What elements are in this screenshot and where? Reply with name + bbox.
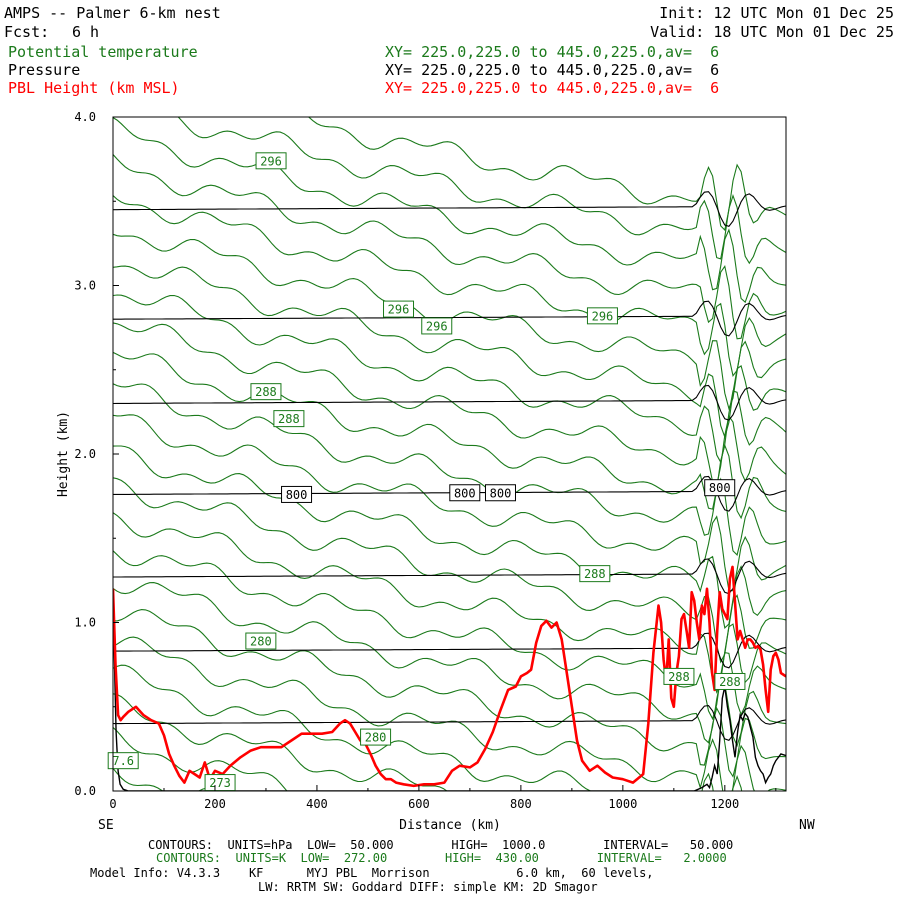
theta-contour-line xyxy=(113,117,786,304)
x-tick-label: 600 xyxy=(408,797,430,811)
x-tick-label: 400 xyxy=(306,797,328,811)
theta-contour-label: 288 xyxy=(255,385,277,399)
theta-contour-label: 296 xyxy=(388,303,410,317)
terrain-contours xyxy=(113,605,786,791)
pressure-contour-line xyxy=(113,632,786,669)
theta-contour-line xyxy=(113,445,786,629)
field-name-theta: Potential temperature xyxy=(8,43,198,61)
init-time: Init: 12 UTC Mon 01 Dec 25 xyxy=(659,4,894,22)
pressure-contour-label-box xyxy=(449,484,481,502)
y-tick-label: 3.0 xyxy=(74,279,96,293)
theta-contour-line xyxy=(113,265,786,439)
fcst-value: 6 h xyxy=(72,23,100,41)
theta-contour-label: 296 xyxy=(260,154,282,168)
footer-physics-info: LW: RRTM SW: Goddard DIFF: simple KM: 2D… xyxy=(258,880,598,894)
theta-contour-label-box xyxy=(107,752,139,770)
theta-contour-label: 273 xyxy=(209,776,231,790)
theta-contour-line xyxy=(113,322,786,487)
pressure-contour-line xyxy=(113,705,786,741)
theta-contour-line xyxy=(113,414,786,592)
theta-contour-label: 296 xyxy=(426,319,448,333)
theta-contour-label: 280 xyxy=(365,731,387,745)
x-tick-label: 0 xyxy=(109,797,116,811)
theta-contour-label: 288 xyxy=(668,670,690,684)
se-end-label: SE xyxy=(98,818,114,833)
theta-contour-label-box xyxy=(250,383,282,401)
x-tick-label: 200 xyxy=(204,797,226,811)
theta-contour-label-box xyxy=(383,300,415,318)
theta-contour-label: 288 xyxy=(719,675,741,689)
y-axis-label: Height (km) xyxy=(56,411,71,497)
theta-contour-label: 288 xyxy=(584,567,606,581)
theta-contour-line xyxy=(113,351,786,520)
chart-title: AMPS -- Palmer 6-km nest xyxy=(4,4,221,22)
pressure-contour-line xyxy=(113,191,786,227)
theta-contour-label: 288 xyxy=(278,412,300,426)
pressure-contour-label-box xyxy=(281,485,313,503)
footer-pressure-contours: CONTOURS: UNITS=hPa LOW= 50.000 HIGH= 10… xyxy=(148,838,734,852)
x-tick-label: 1000 xyxy=(608,797,637,811)
theta-contour-label-box xyxy=(714,672,746,690)
theta-contour-line xyxy=(113,383,786,556)
y-tick-label: 1.0 xyxy=(74,616,96,630)
x-tick-label: 1200 xyxy=(710,797,739,811)
theta-contour-line xyxy=(113,582,786,748)
field-xy-pressure: XY= 225.0,225.0 to 445.0,225.0,av= 6 xyxy=(385,61,720,79)
theta-contour-label-box xyxy=(663,667,695,685)
fcst-label: Fcst: xyxy=(4,23,50,41)
theta-contour-line xyxy=(113,195,786,377)
axes: 0 200 400 600 800 1000 1200 0.0 1.0 2.0 3.0 4.0 xyxy=(74,110,777,811)
x-axis-label: Distance (km) xyxy=(399,818,501,833)
theta-contour-line xyxy=(113,664,743,791)
pbl-height-series xyxy=(113,565,786,788)
theta-contour-label-box xyxy=(579,565,611,583)
theta-contour-line xyxy=(113,294,786,464)
pressure-contour-label: 800 xyxy=(454,486,476,500)
y-tick-label: 4.0 xyxy=(74,110,96,124)
pressure-contour-label-box xyxy=(484,484,516,502)
theta-contour-label: 280 xyxy=(250,635,272,649)
theta-contour-label-box xyxy=(245,632,277,650)
theta-contour-label: 7.6 xyxy=(112,754,134,768)
terrain-line xyxy=(113,605,786,791)
field-xy-pbl: XY= 225.0,225.0 to 445.0,225.0,av= 6 xyxy=(385,79,720,97)
pressure-contour-line xyxy=(113,384,786,421)
theta-contour-line xyxy=(113,512,786,694)
theta-contour-line xyxy=(307,117,786,232)
pressure-contour-line xyxy=(113,558,786,595)
footer-theta-contours: CONTOURS: UNITS=K LOW= 272.00 HIGH= 430.… xyxy=(156,851,727,865)
theta-contour-label: 296 xyxy=(592,309,614,323)
pbl-height-line xyxy=(113,565,786,788)
theta-contour-line xyxy=(113,609,786,778)
field-xy-theta: XY= 225.0,225.0 to 445.0,225.0,av= 6 xyxy=(385,43,720,61)
theta-contour-line xyxy=(113,693,448,791)
plot-frame xyxy=(112,116,787,792)
theta-contour-line xyxy=(113,154,786,340)
theta-contour-line xyxy=(113,727,288,791)
theta-contour-line xyxy=(177,117,786,265)
theta-contour-label-box xyxy=(586,307,618,325)
pressure-contours xyxy=(113,191,786,741)
theta-contour-label-box xyxy=(273,410,305,428)
valid-time: Valid: 18 UTC Mon 01 Dec 25 xyxy=(650,23,894,41)
footer-model-info: Model Info: V4.3.3 KF MYJ PBL Morrison 6… xyxy=(90,866,654,880)
field-name-pbl: PBL Height (km MSL) xyxy=(8,79,180,97)
pressure-contour-label: 800 xyxy=(709,481,731,495)
pressure-contour-label: 800 xyxy=(490,486,512,500)
theta-contour-label-box xyxy=(255,152,287,170)
y-tick-label: 2.0 xyxy=(74,447,96,461)
theta-contours xyxy=(113,117,786,791)
pressure-contour-label: 800 xyxy=(286,488,308,502)
theta-contour-label-box xyxy=(360,728,392,746)
theta-contour-line xyxy=(113,477,786,664)
y-tick-label: 0.0 xyxy=(74,784,96,798)
field-name-pressure: Pressure xyxy=(8,61,81,79)
pressure-contour-label-box xyxy=(704,479,736,497)
theta-contour-label-box xyxy=(421,317,453,335)
nw-end-label: NW xyxy=(799,818,815,833)
x-tick-label: 800 xyxy=(510,797,532,811)
